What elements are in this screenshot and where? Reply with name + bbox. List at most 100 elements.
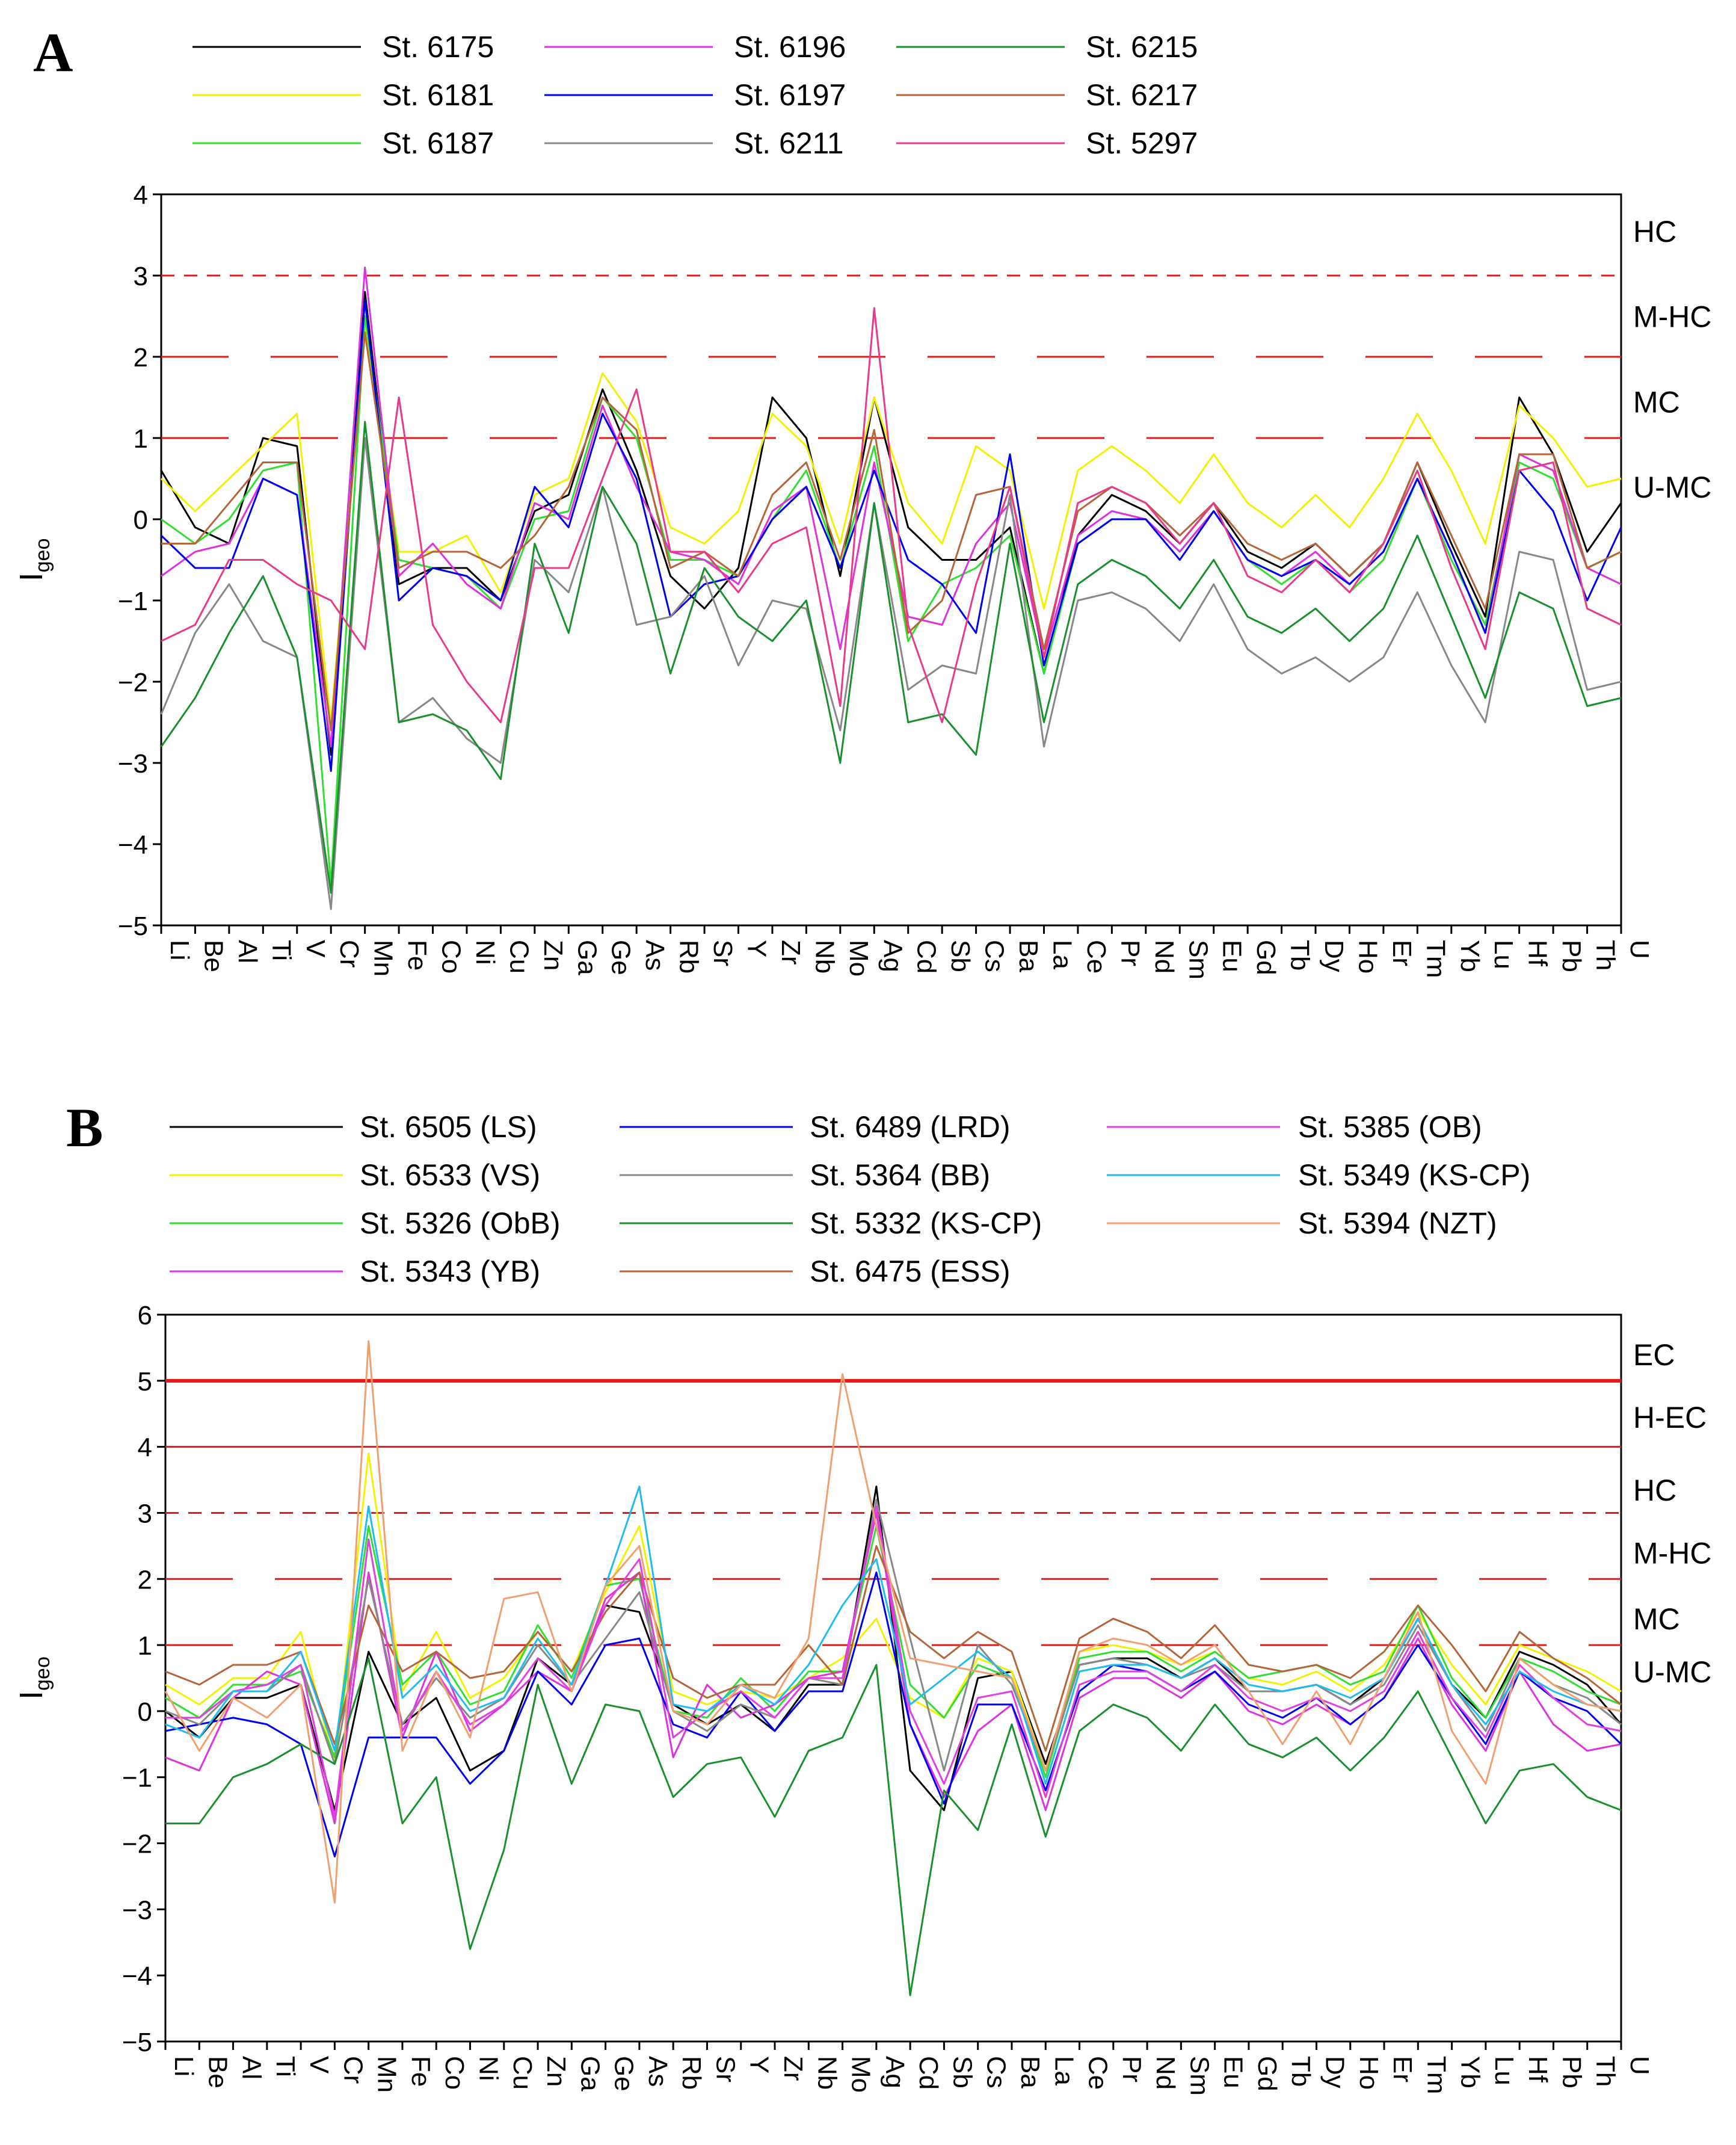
band-label: U-MC — [1633, 471, 1712, 504]
legend-label: St. 6211 — [734, 126, 844, 160]
x-tick-label: Er — [1388, 2056, 1417, 2082]
x-tick-label: Sm — [1183, 940, 1213, 980]
legend-label: St. 6475 (ESS) — [810, 1255, 1011, 1288]
band-label: M-HC — [1633, 1536, 1712, 1570]
legend-label: St. 5326 (ObB) — [360, 1206, 561, 1240]
x-tick-label: Yb — [1456, 2056, 1485, 2088]
x-tick-label: Pr — [1115, 940, 1145, 966]
x-tick-label: Ga — [575, 2056, 605, 2091]
x-tick-label: Mo — [846, 2056, 876, 2093]
x-tick-label: Fe — [402, 940, 432, 971]
x-tick-label: Fe — [406, 2056, 436, 2087]
x-tick-label: Be — [203, 2056, 232, 2088]
x-tick-label: Yb — [1455, 940, 1485, 972]
x-tick-label: Hf — [1523, 940, 1553, 967]
y-axis-label: Igeo — [13, 539, 54, 582]
x-tick-label: Ho — [1354, 2056, 1384, 2090]
y-tick-label: −3 — [118, 749, 148, 779]
x-tick-label: Tm — [1421, 940, 1450, 978]
x-tick-label: Mo — [844, 940, 873, 977]
x-tick-label: Nb — [810, 940, 839, 974]
y-axis-label-main: I — [13, 572, 49, 581]
y-tick-label: −3 — [122, 1895, 152, 1925]
x-tick-label: Eu — [1217, 940, 1247, 972]
x-tick-label: Sr — [710, 2056, 740, 2082]
series-line — [164, 1340, 1622, 1904]
y-tick-label: −5 — [122, 2028, 152, 2057]
x-tick-label: Ho — [1353, 940, 1382, 974]
legend-label: St. 6533 (VS) — [360, 1158, 540, 1192]
x-tick-label: Gd — [1251, 940, 1281, 975]
y-tick-label: −1 — [122, 1764, 152, 1793]
x-tick-label: V — [301, 940, 330, 958]
y-tick-label: −1 — [118, 587, 148, 616]
x-tick-label: Ce — [1083, 2056, 1113, 2090]
plot-frame — [164, 1313, 1622, 2043]
x-tick-label: Tb — [1285, 940, 1315, 971]
legend-label: St. 6217 — [1086, 78, 1198, 112]
band-label: MC — [1633, 1602, 1680, 1636]
x-tick-label: Pb — [1557, 940, 1586, 972]
y-axis-label: Igeo — [13, 1656, 54, 1700]
x-tick-label: Zn — [541, 2056, 571, 2087]
legend-label: St. 6187 — [382, 126, 494, 160]
x-tick-label: Ag — [880, 2056, 910, 2088]
band-label: M-HC — [1633, 300, 1712, 334]
band-label: H-EC — [1633, 1401, 1707, 1434]
y-tick-label: 1 — [134, 424, 148, 454]
x-tick-label: Eu — [1219, 2056, 1248, 2088]
y-tick-label: −2 — [118, 668, 148, 697]
x-tick-label: Tm — [1421, 2056, 1451, 2094]
x-tick-label: Ba — [1015, 2056, 1045, 2088]
band-label: U-MC — [1633, 1655, 1712, 1689]
x-tick-label: Ni — [474, 2056, 503, 2081]
x-tick-label: Cd — [914, 2056, 943, 2090]
y-axis-label-sub: geo — [31, 1656, 54, 1691]
panel-letter: A — [33, 22, 73, 83]
x-tick-label: Dy — [1319, 940, 1349, 972]
x-tick-label: La — [1047, 940, 1077, 969]
series-line — [160, 421, 1622, 894]
y-tick-label: 6 — [138, 1301, 152, 1330]
x-tick-label: Sr — [708, 940, 737, 966]
x-tick-label: Th — [1591, 2056, 1621, 2087]
x-tick-label: Ge — [606, 940, 636, 975]
x-tick-label: Y — [745, 2056, 774, 2073]
x-tick-label: Nb — [812, 2056, 842, 2090]
x-tick-label: Lu — [1489, 2056, 1519, 2085]
y-tick-label: 4 — [138, 1433, 152, 1463]
y-tick-label: 0 — [134, 505, 148, 535]
x-tick-label: Zr — [776, 940, 805, 965]
y-tick-label: 4 — [134, 181, 148, 210]
x-tick-label: Tb — [1286, 2056, 1316, 2087]
band-label: HC — [1633, 1474, 1676, 1507]
x-tick-label: Ni — [470, 940, 500, 965]
x-tick-label: Cs — [980, 940, 1009, 972]
legend-label: St. 5332 (KS-CP) — [810, 1206, 1042, 1240]
x-tick-label: Ti — [271, 2056, 300, 2077]
legend-label: St. 5394 (NZT) — [1298, 1206, 1497, 1240]
legend-label: St. 5349 (KS-CP) — [1298, 1158, 1530, 1192]
x-tick-label: Sb — [947, 2056, 977, 2088]
y-axis-label-main: I — [13, 1691, 49, 1700]
x-tick-label: Sb — [946, 940, 975, 972]
series-line — [160, 323, 1622, 723]
y-tick-label: −2 — [122, 1830, 152, 1859]
band-label: EC — [1633, 1338, 1675, 1372]
series-line — [165, 1452, 1622, 1772]
x-tick-label: Gd — [1252, 2056, 1282, 2091]
legend-label: St. 5364 (BB) — [810, 1158, 990, 1192]
x-tick-label: Li — [169, 2056, 199, 2076]
x-tick-label: Lu — [1489, 940, 1518, 969]
legend-label: St. 5297 — [1086, 126, 1198, 160]
x-tick-label: Al — [237, 2056, 266, 2079]
x-tick-label: Y — [742, 940, 772, 957]
x-tick-label: Ag — [878, 940, 907, 972]
series-line — [165, 1505, 1622, 1818]
x-tick-label: Cd — [912, 940, 941, 974]
band-label: HC — [1633, 215, 1676, 248]
y-tick-label: 2 — [138, 1565, 152, 1594]
x-tick-label: Cu — [508, 2056, 537, 2090]
y-tick-label: −4 — [122, 1961, 152, 1991]
